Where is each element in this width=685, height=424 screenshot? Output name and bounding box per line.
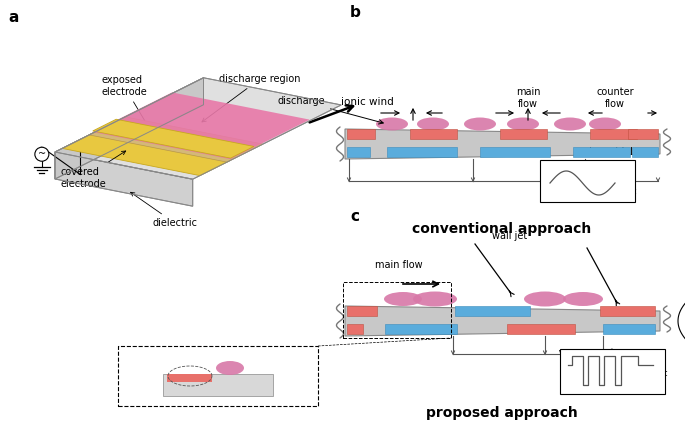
- Bar: [573, 147, 630, 157]
- Text: exposed
electrode: exposed electrode: [101, 75, 151, 131]
- Bar: [163, 374, 273, 396]
- Bar: [343, 282, 451, 338]
- Text: proposed approach: proposed approach: [426, 406, 578, 420]
- Ellipse shape: [554, 117, 586, 131]
- Text: t: t: [664, 369, 667, 378]
- Bar: [632, 147, 658, 157]
- Bar: [455, 306, 530, 316]
- Text: main
flow: main flow: [516, 87, 540, 109]
- Bar: [628, 129, 658, 139]
- Text: charge absorption: charge absorption: [140, 350, 223, 359]
- Polygon shape: [345, 129, 660, 159]
- Bar: [347, 147, 370, 157]
- Polygon shape: [89, 117, 263, 162]
- Ellipse shape: [216, 361, 244, 375]
- Bar: [347, 129, 375, 139]
- Text: ionic wind: ionic wind: [341, 97, 394, 107]
- Text: covered
electrode: covered electrode: [61, 151, 125, 189]
- Text: discharge region: discharge region: [202, 74, 301, 122]
- Polygon shape: [92, 119, 254, 158]
- Ellipse shape: [524, 292, 566, 307]
- Bar: [118, 346, 318, 406]
- Ellipse shape: [589, 117, 621, 131]
- Bar: [500, 129, 547, 139]
- Bar: [560, 349, 665, 394]
- Text: ~: ~: [38, 149, 46, 159]
- Text: dielectric: dielectric: [131, 192, 197, 228]
- Bar: [167, 374, 212, 382]
- Ellipse shape: [417, 117, 449, 131]
- Bar: [600, 306, 655, 316]
- Polygon shape: [62, 133, 230, 176]
- Text: a: a: [8, 10, 18, 25]
- Polygon shape: [345, 306, 660, 336]
- Bar: [347, 324, 363, 334]
- Ellipse shape: [464, 117, 496, 131]
- Polygon shape: [55, 78, 341, 179]
- Ellipse shape: [507, 117, 539, 131]
- Bar: [387, 147, 457, 157]
- Circle shape: [35, 147, 49, 161]
- Ellipse shape: [413, 292, 457, 307]
- Ellipse shape: [384, 292, 422, 306]
- Polygon shape: [92, 92, 310, 159]
- Bar: [540, 160, 635, 202]
- Bar: [480, 147, 550, 157]
- Text: b: b: [350, 5, 361, 20]
- Text: c: c: [350, 209, 359, 224]
- Text: DC + pulses: DC + pulses: [565, 362, 625, 372]
- Bar: [410, 129, 457, 139]
- Text: V: V: [559, 350, 565, 359]
- Text: discharge: discharge: [277, 96, 384, 124]
- Polygon shape: [55, 152, 192, 206]
- Bar: [507, 324, 575, 334]
- Text: V: V: [541, 163, 547, 172]
- Text: plasma generation: plasma generation: [233, 350, 318, 359]
- Bar: [385, 324, 457, 334]
- Text: wall jet: wall jet: [493, 231, 527, 241]
- Polygon shape: [55, 78, 203, 179]
- Text: t: t: [633, 187, 636, 196]
- Bar: [590, 129, 637, 139]
- Text: main flow: main flow: [375, 260, 423, 270]
- Bar: [603, 324, 655, 334]
- Text: conventional approach: conventional approach: [412, 222, 592, 236]
- Text: sinusoidal: sinusoidal: [584, 147, 633, 157]
- Text: counter
flow: counter flow: [596, 87, 634, 109]
- Ellipse shape: [563, 292, 603, 306]
- Bar: [347, 306, 377, 316]
- Ellipse shape: [376, 117, 408, 131]
